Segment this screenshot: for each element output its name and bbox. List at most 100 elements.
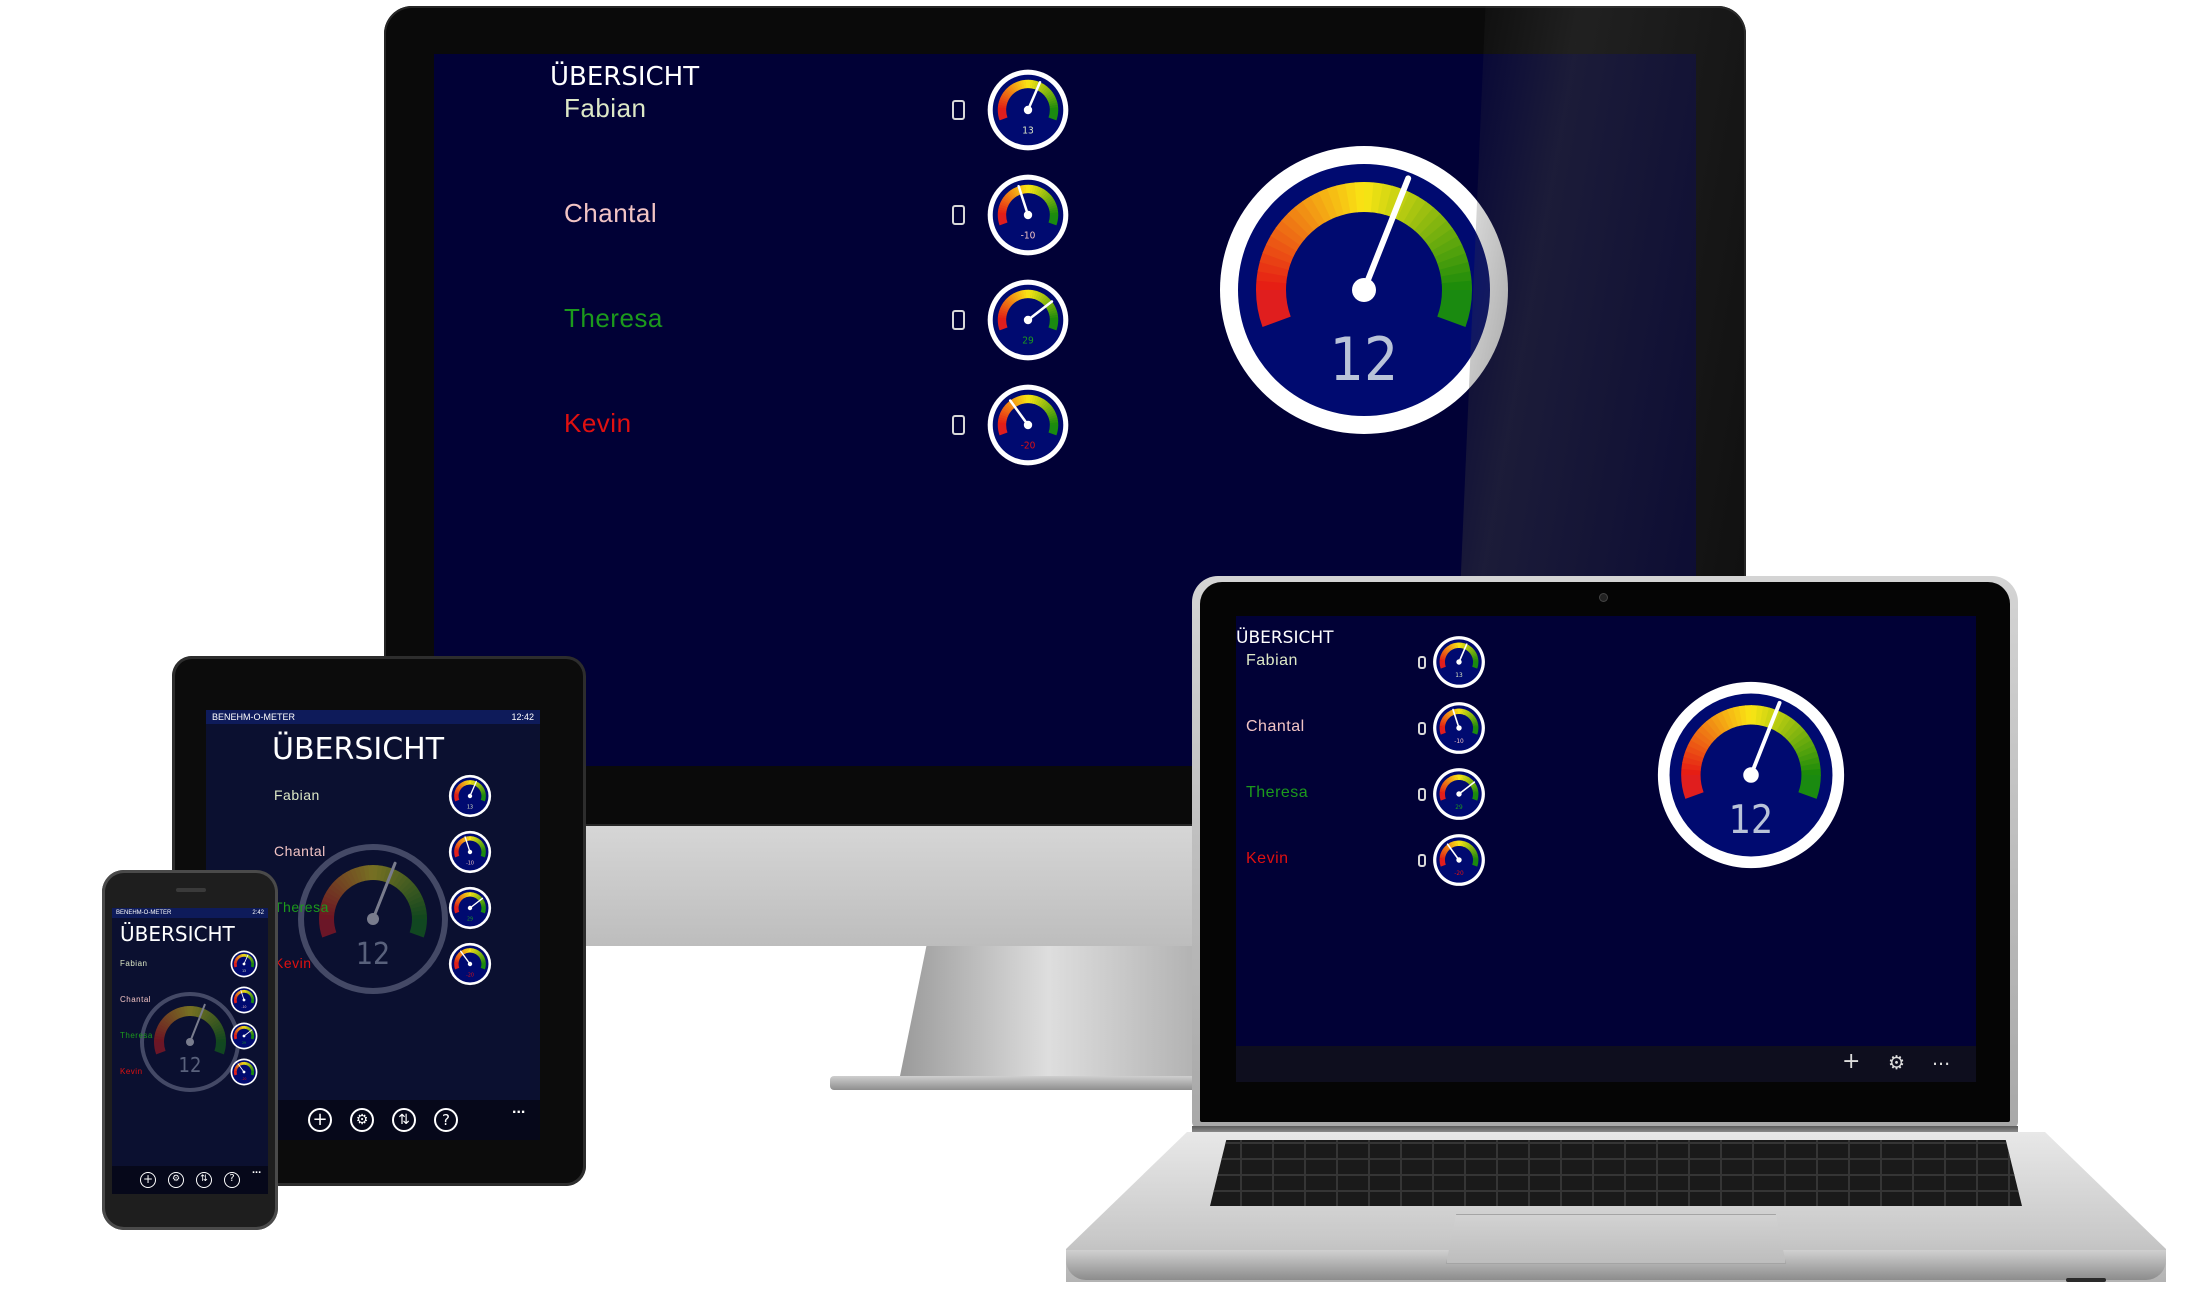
gauge-arc-segment: [1048, 204, 1058, 210]
gauge-arc-segment: [1455, 642, 1458, 649]
person-name-kevin[interactable]: Kevin: [564, 408, 632, 439]
person-name-theresa[interactable]: Theresa: [120, 1030, 153, 1040]
person-name-fabian[interactable]: Fabian: [120, 958, 148, 968]
person-gauge-theresa[interactable]: 29: [986, 278, 1070, 362]
gauge-arc-segment: [1449, 644, 1454, 650]
gauge-arc-segment: [328, 883, 344, 897]
gauge-arc-segment: [1472, 724, 1479, 727]
more-button[interactable]: ...: [252, 1164, 262, 1176]
trackpad[interactable]: [1446, 1214, 1786, 1264]
gauge-arc-segment: [1457, 840, 1460, 847]
gauge-arc-segment: [250, 1032, 254, 1035]
person-gauge-chantal[interactable]: -10: [986, 173, 1070, 257]
gauge-arc-segment: [1048, 99, 1058, 105]
person-gauge-chantal[interactable]: -10: [448, 830, 492, 874]
gauge-arc-segment: [1015, 186, 1021, 196]
gauge-arc-segment: [471, 948, 475, 953]
person-gauge-fabian[interactable]: 13: [1432, 635, 1486, 689]
gauge-arc-segment: [455, 899, 461, 904]
person-name-fabian[interactable]: Fabian: [564, 93, 647, 124]
person-gauge-fabian[interactable]: 13: [448, 774, 492, 818]
gauge-arc-segment: [251, 999, 255, 1001]
settings-button[interactable]: ⚙: [350, 1108, 374, 1132]
gauge-arc-segment: [476, 951, 481, 956]
person-name-theresa[interactable]: Theresa: [274, 898, 329, 915]
more-button[interactable]: ...: [512, 1100, 526, 1117]
gauge-arc-segment: [1446, 777, 1452, 784]
person-name-kevin[interactable]: Kevin: [120, 1066, 143, 1076]
person-name-chantal[interactable]: Chantal: [274, 842, 326, 859]
gauge-arc-segment: [1040, 295, 1048, 304]
gauge-arc-segment: [481, 849, 486, 852]
person-name-fabian[interactable]: Fabian: [1246, 651, 1298, 669]
gauge-arc-segment: [236, 956, 240, 959]
gauge-arc-segment: [1004, 403, 1013, 411]
gauge-arc-segment: [1461, 840, 1465, 847]
help-button[interactable]: ?: [224, 1172, 240, 1188]
person-gauge-kevin[interactable]: -20: [448, 942, 492, 986]
sync-button[interactable]: ⇅: [392, 1108, 416, 1132]
person-gauge-chantal[interactable]: -10: [1432, 701, 1486, 755]
gauge-arc-segment: [1049, 104, 1059, 109]
gauge-arc-segment: [1259, 252, 1291, 270]
person-name-theresa[interactable]: Theresa: [1246, 783, 1309, 801]
person-name-kevin[interactable]: Kevin: [1246, 849, 1289, 867]
person-gauge-kevin[interactable]: -20: [230, 1058, 258, 1086]
settings-icon[interactable]: ⚙: [1888, 1052, 1906, 1074]
gauge-arc-segment: [247, 1026, 250, 1030]
person-gauge-kevin[interactable]: -20: [986, 383, 1070, 467]
gauge-arc-segment: [234, 960, 238, 963]
person-gauge-theresa[interactable]: 29: [230, 1022, 258, 1050]
more-icon[interactable]: ...: [1932, 1048, 1951, 1070]
add-icon[interactable]: +: [1842, 1049, 1861, 1074]
person-name-chantal[interactable]: Chantal: [564, 198, 658, 229]
gauge-arc-segment: [1045, 302, 1055, 310]
gauge-arc-segment: [481, 850, 486, 853]
person-name-fabian[interactable]: Fabian: [274, 786, 320, 803]
help-button[interactable]: ?: [434, 1108, 458, 1132]
gauge-arc-segment: [1450, 775, 1455, 782]
gauge-arc-segment: [154, 1032, 165, 1038]
person-gauge-theresa[interactable]: 29: [448, 886, 492, 930]
person-gauge-fabian[interactable]: 13: [986, 68, 1070, 152]
person-gauge-chantal[interactable]: -10: [230, 986, 258, 1014]
gauge-arc-segment: [250, 1068, 254, 1071]
gauge-arc-segment: [478, 841, 484, 846]
gauge-arc-end: [1439, 728, 1446, 735]
gauge-arc-segment: [1468, 779, 1473, 785]
gauge-arc-segment: [1015, 81, 1021, 91]
gauge-arc-segment: [480, 846, 486, 850]
person-gauge-theresa[interactable]: 29: [1432, 767, 1486, 821]
gauge-arc-segment: [1408, 201, 1435, 231]
status-bar: BENEHM-O-METER 12:42: [206, 710, 540, 724]
person-name-theresa[interactable]: Theresa: [564, 303, 663, 334]
add-button[interactable]: +: [308, 1108, 332, 1132]
gauge-arc-segment: [470, 892, 473, 897]
gauge-arc-segment: [473, 893, 477, 898]
gauge-arc-segment: [1440, 787, 1446, 791]
person-gauge-kevin[interactable]: -20: [1432, 833, 1486, 887]
gauge-value: 13: [1455, 671, 1463, 679]
gauge-arc-segment: [1431, 236, 1463, 258]
gauge-needle: [1026, 80, 1042, 112]
gauge-arc-segment: [1015, 396, 1021, 406]
gauge-arc-segment: [479, 898, 484, 903]
add-button[interactable]: +: [140, 1172, 156, 1188]
gauge-arc-segment: [455, 843, 461, 848]
gauge-arc-segment: [1460, 642, 1463, 649]
gauge-arc-segment: [249, 1028, 252, 1032]
person-name-chantal[interactable]: Chantal: [1246, 717, 1305, 735]
sync-button[interactable]: ⇅: [196, 1172, 212, 1188]
gauge-arc-segment: [238, 991, 241, 995]
person-name-chantal[interactable]: Chantal: [120, 994, 152, 1004]
person-name-kevin[interactable]: Kevin: [274, 954, 312, 971]
gauge-arc-segment: [215, 1035, 226, 1041]
gauge-arc-segment: [245, 990, 247, 993]
gauge-arc-segment: [1450, 841, 1455, 848]
gauge-arc-segment: [383, 866, 392, 883]
settings-button[interactable]: ⚙: [168, 1172, 184, 1188]
gauge-arc-segment: [1441, 652, 1447, 657]
gauge-arc-segment: [1464, 776, 1469, 782]
person-gauge-fabian[interactable]: 13: [230, 950, 258, 978]
gauge-arc-segment: [454, 961, 459, 964]
